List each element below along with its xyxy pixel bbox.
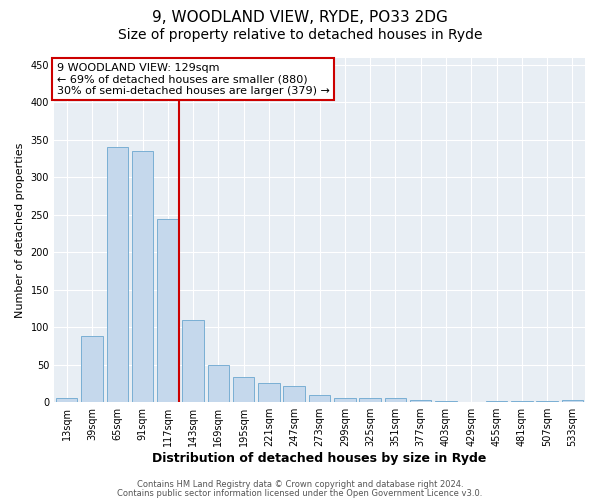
Bar (562, 400, 583, 402)
Bar (486, 400, 507, 402)
Bar (309, 394, 330, 402)
Bar (233, 378, 254, 402)
Bar (208, 366, 229, 402)
Bar (182, 320, 204, 402)
Bar (334, 398, 356, 402)
Bar (107, 148, 128, 402)
Bar (359, 398, 381, 402)
Bar (283, 386, 305, 402)
Bar (435, 400, 457, 402)
X-axis label: Distribution of detached houses by size in Ryde: Distribution of detached houses by size … (152, 452, 487, 465)
Text: Contains HM Land Registry data © Crown copyright and database right 2024.: Contains HM Land Registry data © Crown c… (137, 480, 463, 489)
Text: 9, WOODLAND VIEW, RYDE, PO33 2DG: 9, WOODLAND VIEW, RYDE, PO33 2DG (152, 10, 448, 25)
Bar (56, 398, 77, 402)
Text: 9 WOODLAND VIEW: 129sqm
← 69% of detached houses are smaller (880)
30% of semi-d: 9 WOODLAND VIEW: 129sqm ← 69% of detache… (56, 62, 329, 96)
Bar (410, 400, 431, 402)
Bar (132, 151, 153, 402)
Text: Size of property relative to detached houses in Ryde: Size of property relative to detached ho… (118, 28, 482, 42)
Bar (258, 384, 280, 402)
Bar (157, 218, 179, 402)
Bar (81, 336, 103, 402)
Bar (385, 398, 406, 402)
Text: Contains public sector information licensed under the Open Government Licence v3: Contains public sector information licen… (118, 488, 482, 498)
Y-axis label: Number of detached properties: Number of detached properties (15, 142, 25, 318)
